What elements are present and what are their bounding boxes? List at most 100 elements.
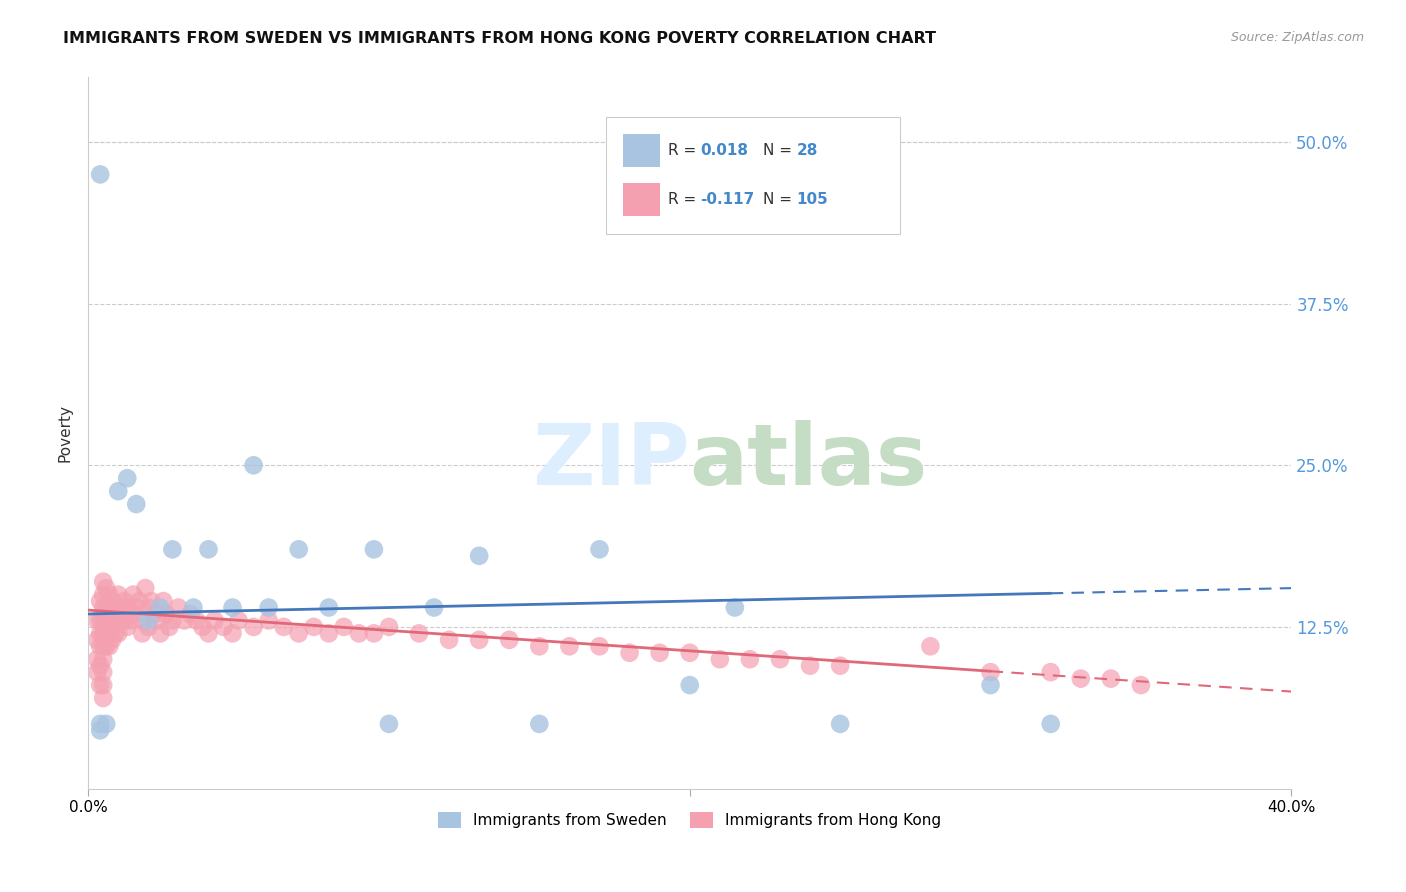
Point <box>498 632 520 647</box>
Point <box>117 600 139 615</box>
Point <box>257 614 280 628</box>
Point <box>146 614 169 628</box>
Point <box>110 600 132 615</box>
Point <box>89 168 111 182</box>
Point <box>131 626 153 640</box>
FancyBboxPatch shape <box>606 117 900 234</box>
Point <box>107 484 129 499</box>
Point <box>242 620 264 634</box>
Point <box>120 614 142 628</box>
Point <box>122 588 145 602</box>
Point <box>468 632 491 647</box>
Point <box>437 632 460 647</box>
Point <box>98 640 121 654</box>
Point <box>162 614 184 628</box>
Point <box>588 640 610 654</box>
Point <box>134 581 156 595</box>
Text: Source: ZipAtlas.com: Source: ZipAtlas.com <box>1230 31 1364 45</box>
Point <box>423 600 446 615</box>
Point <box>98 600 121 615</box>
Point <box>318 600 340 615</box>
Point <box>197 626 219 640</box>
Point <box>287 542 309 557</box>
Point <box>318 626 340 640</box>
Point <box>89 614 111 628</box>
Point <box>86 652 108 666</box>
Text: R =: R = <box>668 144 702 159</box>
Bar <box>623 183 659 216</box>
Point <box>96 614 118 628</box>
Point <box>191 620 214 634</box>
Point <box>107 626 129 640</box>
Point <box>131 614 153 628</box>
Point <box>143 607 166 621</box>
Point <box>149 626 172 640</box>
Legend: Immigrants from Sweden, Immigrants from Hong Kong: Immigrants from Sweden, Immigrants from … <box>432 806 948 834</box>
Point <box>724 600 747 615</box>
Text: atlas: atlas <box>690 420 928 503</box>
Point <box>91 614 114 628</box>
Point <box>101 632 124 647</box>
Point <box>107 588 129 602</box>
Point <box>302 620 325 634</box>
Point <box>183 600 205 615</box>
Point <box>110 614 132 628</box>
Text: N =: N = <box>763 192 797 207</box>
Point <box>89 626 111 640</box>
Point <box>363 626 385 640</box>
Point <box>157 620 180 634</box>
Point <box>347 626 370 640</box>
Point <box>89 594 111 608</box>
Point <box>1070 672 1092 686</box>
Point <box>117 620 139 634</box>
Point <box>221 600 243 615</box>
Text: ZIP: ZIP <box>531 420 690 503</box>
Point <box>112 614 135 628</box>
Point <box>1039 717 1062 731</box>
Point <box>179 607 201 621</box>
Point <box>91 588 114 602</box>
Point <box>529 717 551 731</box>
Point <box>107 607 129 621</box>
Point <box>619 646 641 660</box>
Point <box>709 652 731 666</box>
Point <box>101 620 124 634</box>
Point <box>91 691 114 706</box>
Point <box>101 607 124 621</box>
Text: 0.018: 0.018 <box>700 144 748 159</box>
Point <box>91 574 114 589</box>
Point <box>104 600 127 615</box>
Y-axis label: Poverty: Poverty <box>58 404 72 462</box>
Point <box>141 594 163 608</box>
Point <box>122 607 145 621</box>
Point <box>980 678 1002 692</box>
Bar <box>623 135 659 168</box>
Point <box>197 542 219 557</box>
Point <box>648 646 671 660</box>
Point <box>204 614 226 628</box>
Point <box>91 640 114 654</box>
Point <box>125 497 148 511</box>
Point <box>91 678 114 692</box>
Point <box>149 600 172 615</box>
Point <box>136 620 159 634</box>
Point <box>98 588 121 602</box>
Point <box>242 458 264 473</box>
Point <box>558 640 581 654</box>
Point <box>830 658 852 673</box>
Point <box>96 717 118 731</box>
Point <box>167 600 190 615</box>
Point <box>468 549 491 563</box>
Point <box>273 620 295 634</box>
Point <box>89 717 111 731</box>
Point <box>1099 672 1122 686</box>
Point <box>89 658 111 673</box>
Point <box>96 640 118 654</box>
Point <box>1039 665 1062 680</box>
Point <box>91 665 114 680</box>
Point <box>221 626 243 640</box>
Point <box>287 626 309 640</box>
Point <box>128 594 150 608</box>
Point <box>588 542 610 557</box>
Point <box>136 600 159 615</box>
